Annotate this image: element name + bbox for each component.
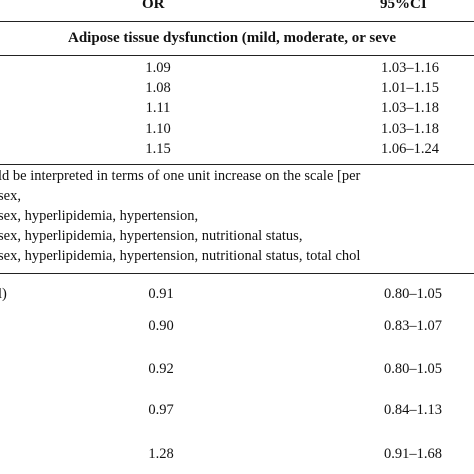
- table-bottom-rule: [0, 164, 474, 165]
- subheader: Adipose tissue dysfunction (mild, modera…: [68, 30, 397, 46]
- table-cell-or: 1.10: [145, 121, 171, 137]
- table-cell-or: 1.15: [145, 141, 171, 157]
- table-cell-ci: 1.03–1.16: [381, 60, 439, 76]
- table-cell-or: 0.90: [148, 318, 174, 334]
- table-cell-or: 0.97: [148, 402, 174, 418]
- table-cell-ci: 1.03–1.18: [381, 121, 439, 137]
- second-table-top-rule: [0, 273, 474, 274]
- table-cell-or: 0.92: [148, 361, 174, 377]
- table-cell-or: 0.91: [148, 286, 174, 302]
- ci-column-header: 95%CI: [380, 0, 427, 12]
- footnote-line: ld be interpreted in terms of one unit i…: [0, 168, 361, 184]
- table-cell-ci: 1.03–1.18: [381, 100, 439, 116]
- footnote-line: sex, hyperlipidemia, hypertension, nutri…: [0, 228, 303, 244]
- table-cell-or: 1.09: [145, 60, 171, 76]
- footnote-line: sex, hyperlipidemia, hypertension,: [0, 208, 199, 224]
- header-rule: [0, 21, 474, 22]
- table-cell-or: 1.28: [148, 446, 174, 462]
- table-cell-ci: 0.80–1.05: [384, 286, 442, 302]
- table-cell-ci: 1.01–1.15: [381, 80, 439, 96]
- or-column-header: OR: [142, 0, 165, 12]
- row-label-stub: l): [0, 286, 7, 302]
- table-cell-ci: 1.06–1.24: [381, 141, 439, 157]
- footnote-line: sex, hyperlipidemia, hypertension, nutri…: [0, 248, 361, 264]
- footnote-line: sex,: [0, 188, 21, 204]
- subheader-rule: [0, 55, 474, 56]
- table-cell-or: 1.11: [145, 100, 171, 116]
- table-cell-ci: 0.91–1.68: [384, 446, 442, 462]
- table-cell-or: 1.08: [145, 80, 171, 96]
- table-cell-ci: 0.84–1.13: [384, 402, 442, 418]
- table-cell-ci: 0.83–1.07: [384, 318, 442, 334]
- table-cell-ci: 0.80–1.05: [384, 361, 442, 377]
